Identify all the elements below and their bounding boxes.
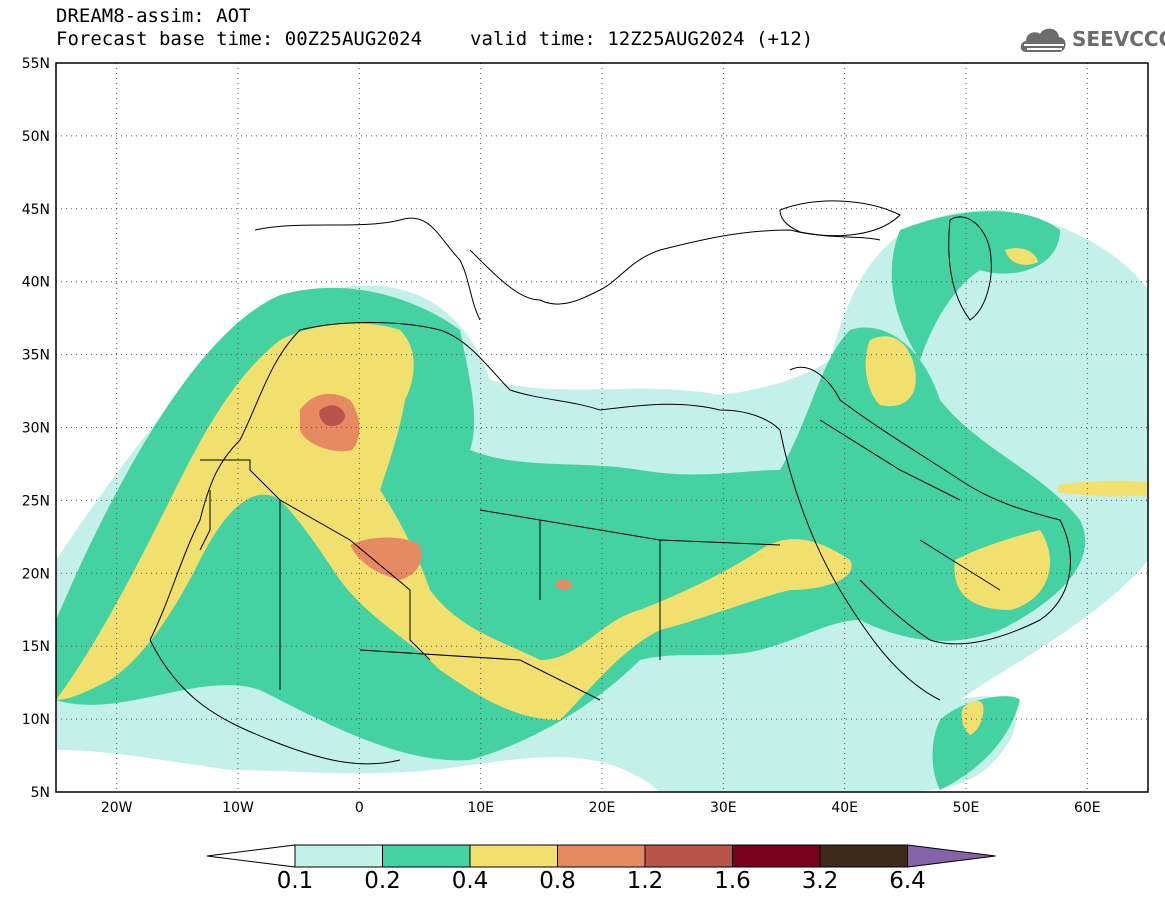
map-subtitle: Forecast base time: 00Z25AUG2024 valid ti… (56, 29, 813, 49)
lat-tick-label: 20N (22, 566, 50, 582)
aot-contour-0.2 (932, 696, 1020, 790)
colorbar-tick-label: 0.4 (451, 868, 489, 894)
colorbar-segment (732, 844, 821, 868)
aot-contour-0.4 (56, 323, 852, 720)
base-time-text: Forecast base time: 00Z25AUG2024 (56, 28, 423, 50)
colorbar-tick-label: 0.8 (539, 868, 576, 894)
map-title: DREAM8-assim: AOT (56, 5, 251, 27)
lat-tick-label: 45N (22, 202, 50, 218)
colorbar-segment (557, 844, 646, 868)
borders (199, 419, 1001, 701)
aot-contour-0.4 (1005, 248, 1038, 265)
lon-tick-label: 0 (355, 800, 364, 816)
colorbar-segment (294, 844, 383, 868)
lat-lon-grid (56, 63, 1148, 792)
lat-tick-label: 55N (22, 56, 50, 72)
colorbar-tick-label: 6.4 (889, 868, 926, 894)
lat-tick-label: 40N (22, 275, 50, 291)
lon-tick-label: 10E (467, 800, 494, 816)
black-sea-outline (779, 200, 901, 237)
cloud-icon (1020, 28, 1066, 52)
lat-tick-label: 50N (22, 129, 50, 145)
colorbar-segment (469, 844, 558, 868)
colorbar-tick-label: 1.6 (714, 868, 751, 894)
colorbar-segment (382, 844, 471, 868)
africa-coastline (149, 322, 941, 765)
plot-frame (55, 62, 1149, 793)
lon-tick-label: 40E (831, 800, 858, 816)
aot-field (56, 210, 1148, 792)
aot-contour-0.4 (865, 336, 916, 407)
colorbar-segment (644, 844, 733, 868)
aot-contour-0.4 (1058, 480, 1148, 497)
lat-tick-label: 30N (22, 421, 50, 437)
axis-labels: 55N 50N 45N 40N 35N 30N 25N 20N 15N 10N 5N 20W 10W 0 1… (22, 56, 1101, 816)
logo-text: SEEVCCC (1072, 27, 1165, 51)
lat-tick-label: 5N (31, 785, 50, 801)
colorbar-tick-label: 3.2 (801, 868, 839, 894)
arabia-coastline (789, 366, 1071, 645)
lat-tick-label: 10N (22, 712, 50, 728)
lon-tick-label: 10W (222, 800, 254, 816)
aot-contour-1.2 (319, 405, 345, 426)
lat-tick-label: 25N (22, 493, 50, 509)
aot-contour-0.8 (350, 537, 422, 580)
colorbar-under-triangle (206, 844, 296, 868)
colorbar-tick-label: 0.1 (276, 868, 314, 894)
lon-tick-label: 60E (1074, 800, 1101, 816)
colorbar-tick-label: 0.2 (364, 868, 401, 894)
seevccc-logo: SEEVCCC (1018, 24, 1165, 58)
lon-tick-label: 20W (101, 800, 133, 816)
colorbar-segment (819, 844, 908, 868)
colorbar-tick-label: 1.2 (626, 868, 664, 894)
caspian-outline (948, 216, 992, 321)
lon-tick-label: 20E (589, 800, 616, 816)
colorbar-over-triangle (907, 844, 996, 868)
lon-tick-label: 50E (953, 800, 980, 816)
lon-tick-label: 30E (710, 800, 737, 816)
aot-contour-0.4 (961, 700, 984, 735)
lat-tick-label: 35N (22, 348, 50, 364)
valid-time-text: valid time: 12Z25AUG2024 (+12) (470, 28, 814, 50)
aot-contour-0.8 (556, 579, 572, 590)
lat-tick-label: 15N (22, 639, 50, 655)
coastlines (149, 200, 1071, 765)
aot-contour-0.4 (954, 530, 1050, 610)
